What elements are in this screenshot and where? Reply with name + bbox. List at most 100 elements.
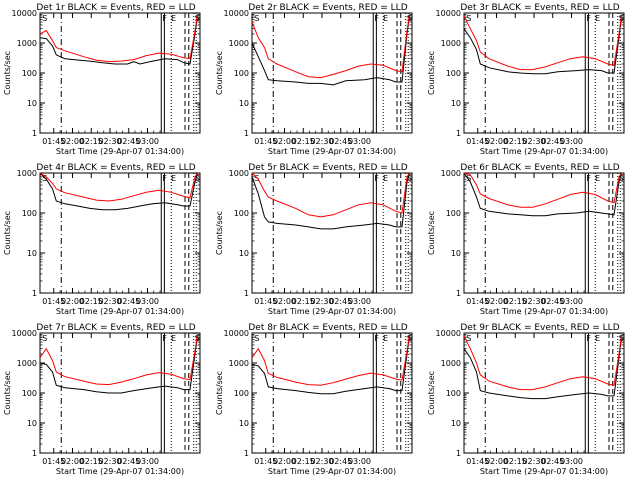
x-tick-label: 02:45 (329, 137, 352, 146)
x-tick-label: 02:15 (504, 137, 527, 146)
x-axis-label: Start Time (29-Apr-07 01:34:00) (480, 467, 608, 476)
series-lld-line (251, 334, 410, 386)
y-tick-label: 1000 (17, 39, 37, 48)
y-tick-label: 10000 (436, 329, 461, 338)
event-marker-label: F (374, 14, 379, 23)
y-tick-label: 10 (451, 249, 461, 258)
x-tick-label: 02:00 (485, 137, 508, 146)
series-lld-line (39, 172, 198, 202)
y-tick-label: 100 (22, 69, 37, 78)
x-tick-label: 02:30 (522, 297, 545, 306)
y-tick-label: 10 (239, 99, 249, 108)
x-tick-label: 02:00 (485, 297, 508, 306)
y-tick-label: 100 (234, 69, 249, 78)
y-axis-label: Counts/sec (215, 51, 224, 95)
panel-det-5r: Det 5r BLACK = Events, RED = LLD Counts/s… (215, 163, 413, 316)
x-tick-label: 02:15 (504, 297, 527, 306)
x-tick-label: 02:45 (117, 457, 140, 466)
series-events-line (39, 172, 198, 211)
y-axis-label: Counts/sec (3, 51, 12, 95)
event-marker-label: S (254, 174, 259, 183)
x-tick-label: 02:45 (329, 457, 352, 466)
series-events-line (251, 335, 410, 395)
x-tick-label: 01:45 (254, 457, 277, 466)
x-tick-label: 02:15 (504, 457, 527, 466)
y-tick-label: 1 (244, 129, 249, 138)
event-marker-label: S (254, 334, 259, 343)
x-tick-label: 02:45 (541, 457, 564, 466)
series-events-line (463, 337, 622, 400)
event-marker-label: S (466, 334, 471, 343)
x-tick-label: 02:30 (522, 137, 545, 146)
series-lld-line (39, 14, 198, 63)
y-tick-label: 1000 (229, 359, 249, 368)
plot-frame (251, 12, 413, 134)
plot-frame (251, 332, 413, 454)
series-lld-line (39, 334, 198, 386)
panel-det-7r: Det 7r BLACK = Events, RED = LLD Counts/s… (3, 323, 201, 476)
x-tick-label: 01:45 (42, 457, 65, 466)
event-marker-label: S (254, 14, 259, 23)
x-tick-label: 02:00 (61, 137, 84, 146)
y-tick-label: 1 (32, 289, 37, 298)
x-tick-label: 02:15 (292, 137, 315, 146)
plot-frame (463, 12, 625, 134)
panel-det-2r: Det 2r BLACK = Events, RED = LLD Counts/s… (215, 3, 413, 156)
x-tick-label: 03:00 (136, 137, 159, 146)
event-marker-label: E (595, 334, 600, 343)
y-tick-label: 10 (451, 419, 461, 428)
y-tick-label: 10000 (12, 329, 37, 338)
series-events-line (39, 335, 198, 394)
x-tick-label: 03:00 (348, 297, 371, 306)
x-tick-label: 02:45 (117, 297, 140, 306)
x-tick-label: 02:15 (80, 137, 103, 146)
y-tick-label: 1000 (441, 359, 461, 368)
x-axis-label: Start Time (29-Apr-07 01:34:00) (56, 467, 184, 476)
y-tick-label: 1000 (441, 39, 461, 48)
x-tick-label: 02:45 (541, 137, 564, 146)
series-lld-line (463, 172, 622, 208)
x-tick-label: 02:00 (273, 137, 296, 146)
event-marker-label: E (383, 334, 388, 343)
y-tick-label: 100 (446, 389, 461, 398)
x-tick-label: 02:30 (310, 297, 333, 306)
y-axis-label: Counts/sec (3, 371, 12, 415)
x-axis-label: Start Time (29-Apr-07 01:34:00) (56, 307, 184, 316)
panel-det-1r: Det 1r BLACK = Events, RED = LLD Counts/s… (3, 3, 201, 156)
x-axis-label: Start Time (29-Apr-07 01:34:00) (268, 307, 396, 316)
x-tick-label: 03:00 (560, 137, 583, 146)
panel-det-6r: Det 6r BLACK = Events, RED = LLD Counts/s… (427, 163, 625, 316)
y-axis-label: Counts/sec (3, 211, 12, 255)
y-tick-label: 100 (234, 209, 249, 218)
y-tick-label: 10 (239, 419, 249, 428)
x-tick-label: 03:00 (136, 297, 159, 306)
panel-title: Det 7r BLACK = Events, RED = LLD (36, 323, 195, 333)
event-marker-label: S (407, 174, 412, 183)
series-events-line (39, 15, 198, 65)
event-marker-label: E (383, 174, 388, 183)
y-tick-label: 1000 (229, 169, 249, 178)
y-tick-label: 1 (456, 449, 461, 458)
event-marker-label: S (42, 174, 47, 183)
event-marker-label: F (586, 174, 591, 183)
panel-title: Det 1r BLACK = Events, RED = LLD (36, 3, 195, 13)
event-marker-label: F (586, 334, 591, 343)
y-tick-label: 10000 (224, 9, 249, 18)
panel-title: Det 8r BLACK = Events, RED = LLD (248, 323, 407, 333)
event-marker-label: S (42, 14, 47, 23)
event-marker-label: F (162, 14, 167, 23)
event-marker-label: F (374, 334, 379, 343)
x-tick-label: 02:30 (98, 457, 121, 466)
y-axis-label: Counts/sec (427, 51, 436, 95)
event-marker-label: S (195, 174, 200, 183)
panel-title: Det 6r BLACK = Events, RED = LLD (460, 163, 619, 173)
y-tick-label: 10000 (12, 9, 37, 18)
x-axis-label: Start Time (29-Apr-07 01:34:00) (480, 307, 608, 316)
y-tick-label: 1 (456, 289, 461, 298)
x-tick-label: 02:30 (310, 457, 333, 466)
series-events-line (463, 172, 622, 217)
y-tick-label: 1 (244, 289, 249, 298)
x-tick-label: 01:45 (466, 457, 489, 466)
x-tick-label: 02:00 (61, 297, 84, 306)
y-tick-label: 10 (27, 99, 37, 108)
